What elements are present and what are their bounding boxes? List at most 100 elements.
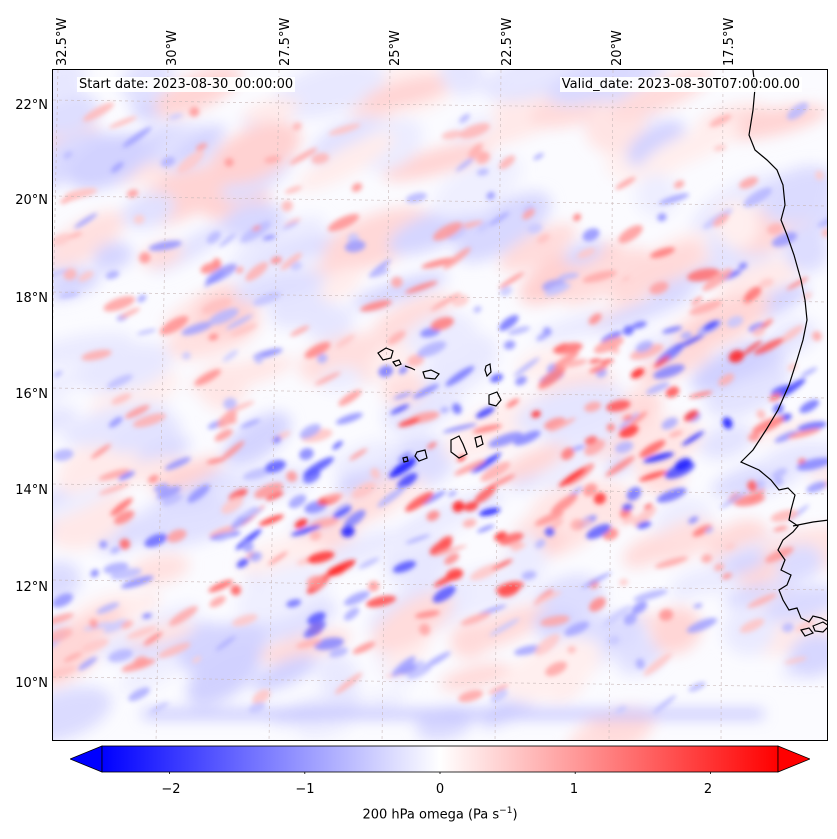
omega-streak [83,622,113,631]
omega-streak [119,538,131,550]
island-sal [484,363,492,378]
island-sao-nicolau-east [422,369,440,380]
omega-patch [440,663,512,691]
omega-patch [637,346,691,387]
omega-streak [633,589,668,602]
omega-streak [206,231,221,244]
omega-streak [472,424,503,434]
omega-streak [289,147,318,165]
omega-streak [328,123,361,136]
omega-patch [109,417,182,453]
lon-label-30w: 30°W [165,30,180,66]
omega-streak [441,130,463,140]
omega-streak [503,340,516,350]
colorbar-extend-high [777,745,810,773]
omega-streak [240,418,261,429]
omega-patch [383,478,428,508]
omega-streak [622,414,633,422]
omega-streak [90,569,99,578]
omega-streak [688,516,699,524]
omega-streak [264,155,281,164]
omega-streak [487,684,509,695]
omega-streak [230,584,242,596]
omega-streak [150,702,169,714]
omega-streak [490,689,508,703]
omega-streak [486,191,496,200]
omega-streak [390,404,410,415]
omega-streak [168,113,183,120]
omega-streak [209,595,226,608]
omega-streak [799,399,820,414]
omega-patch [371,592,454,653]
omega-patch [716,257,802,304]
colorbar-ticks [169,772,711,774]
lat-label-12n: 12°N [15,580,48,595]
colorbar-tick-label: 1 [569,782,579,797]
omega-streak [159,315,189,335]
meridian-line [608,70,614,740]
omega-streak [722,417,733,429]
omega-streak [603,605,632,627]
omega-streak [365,595,397,608]
omega-streak [659,609,674,621]
omega-streak [393,391,412,400]
omega-streak [440,406,450,414]
omega-streak [139,252,151,264]
omega-streak [758,278,774,288]
omega-streak [582,270,617,283]
omega-streak [662,326,683,334]
omega-streak [119,307,140,319]
omega-patch [111,456,188,484]
omega-streak [475,406,495,419]
meridian-line [268,70,280,740]
omega-streak [514,644,542,656]
omega-streak [786,277,809,290]
omega-streak [588,358,602,364]
omega-patch [499,223,577,272]
omega-streak [99,540,108,549]
omega-streak [533,591,562,604]
omega-streak [674,457,692,471]
omega-streak [460,612,491,626]
omega-patch [53,332,133,367]
omega-streak [689,300,723,315]
omega-streak [738,262,748,270]
omega-patch [53,130,111,193]
island-santo-antao [377,347,394,361]
omega-streak [445,365,475,387]
omega-streak [236,266,244,274]
omega-streak [220,440,245,462]
omega-streak [370,268,390,278]
omega-streak [286,599,302,608]
omega-streak [284,217,301,227]
omega-streak [567,646,576,654]
omega-streak [414,610,440,619]
omega-streak [452,500,465,513]
omega-streak [522,208,535,220]
omega-streak [488,211,510,226]
omega-streak [545,661,568,677]
omega-streak [349,448,368,461]
omega-streak [304,341,331,359]
omega-streak [78,656,98,671]
omega-patch [640,121,742,173]
omega-streak [132,413,166,428]
omega-streak [577,247,596,259]
omega-streak [506,398,520,408]
omega-streak [265,491,284,501]
omega-streak [779,325,804,344]
omega-patch [317,653,360,701]
omega-patch [297,132,395,192]
omega-streak [688,391,713,399]
omega-patch [53,606,125,673]
omega-streak [773,477,784,486]
omega-streak [78,271,94,282]
omega-streak [770,509,799,522]
omega-patch [388,206,477,255]
omega-streak [812,331,822,342]
omega-streak [137,294,147,303]
omega-streak [618,225,643,244]
omega-streak [703,320,719,331]
omega-streak [329,647,349,658]
omega-streak [177,150,205,174]
